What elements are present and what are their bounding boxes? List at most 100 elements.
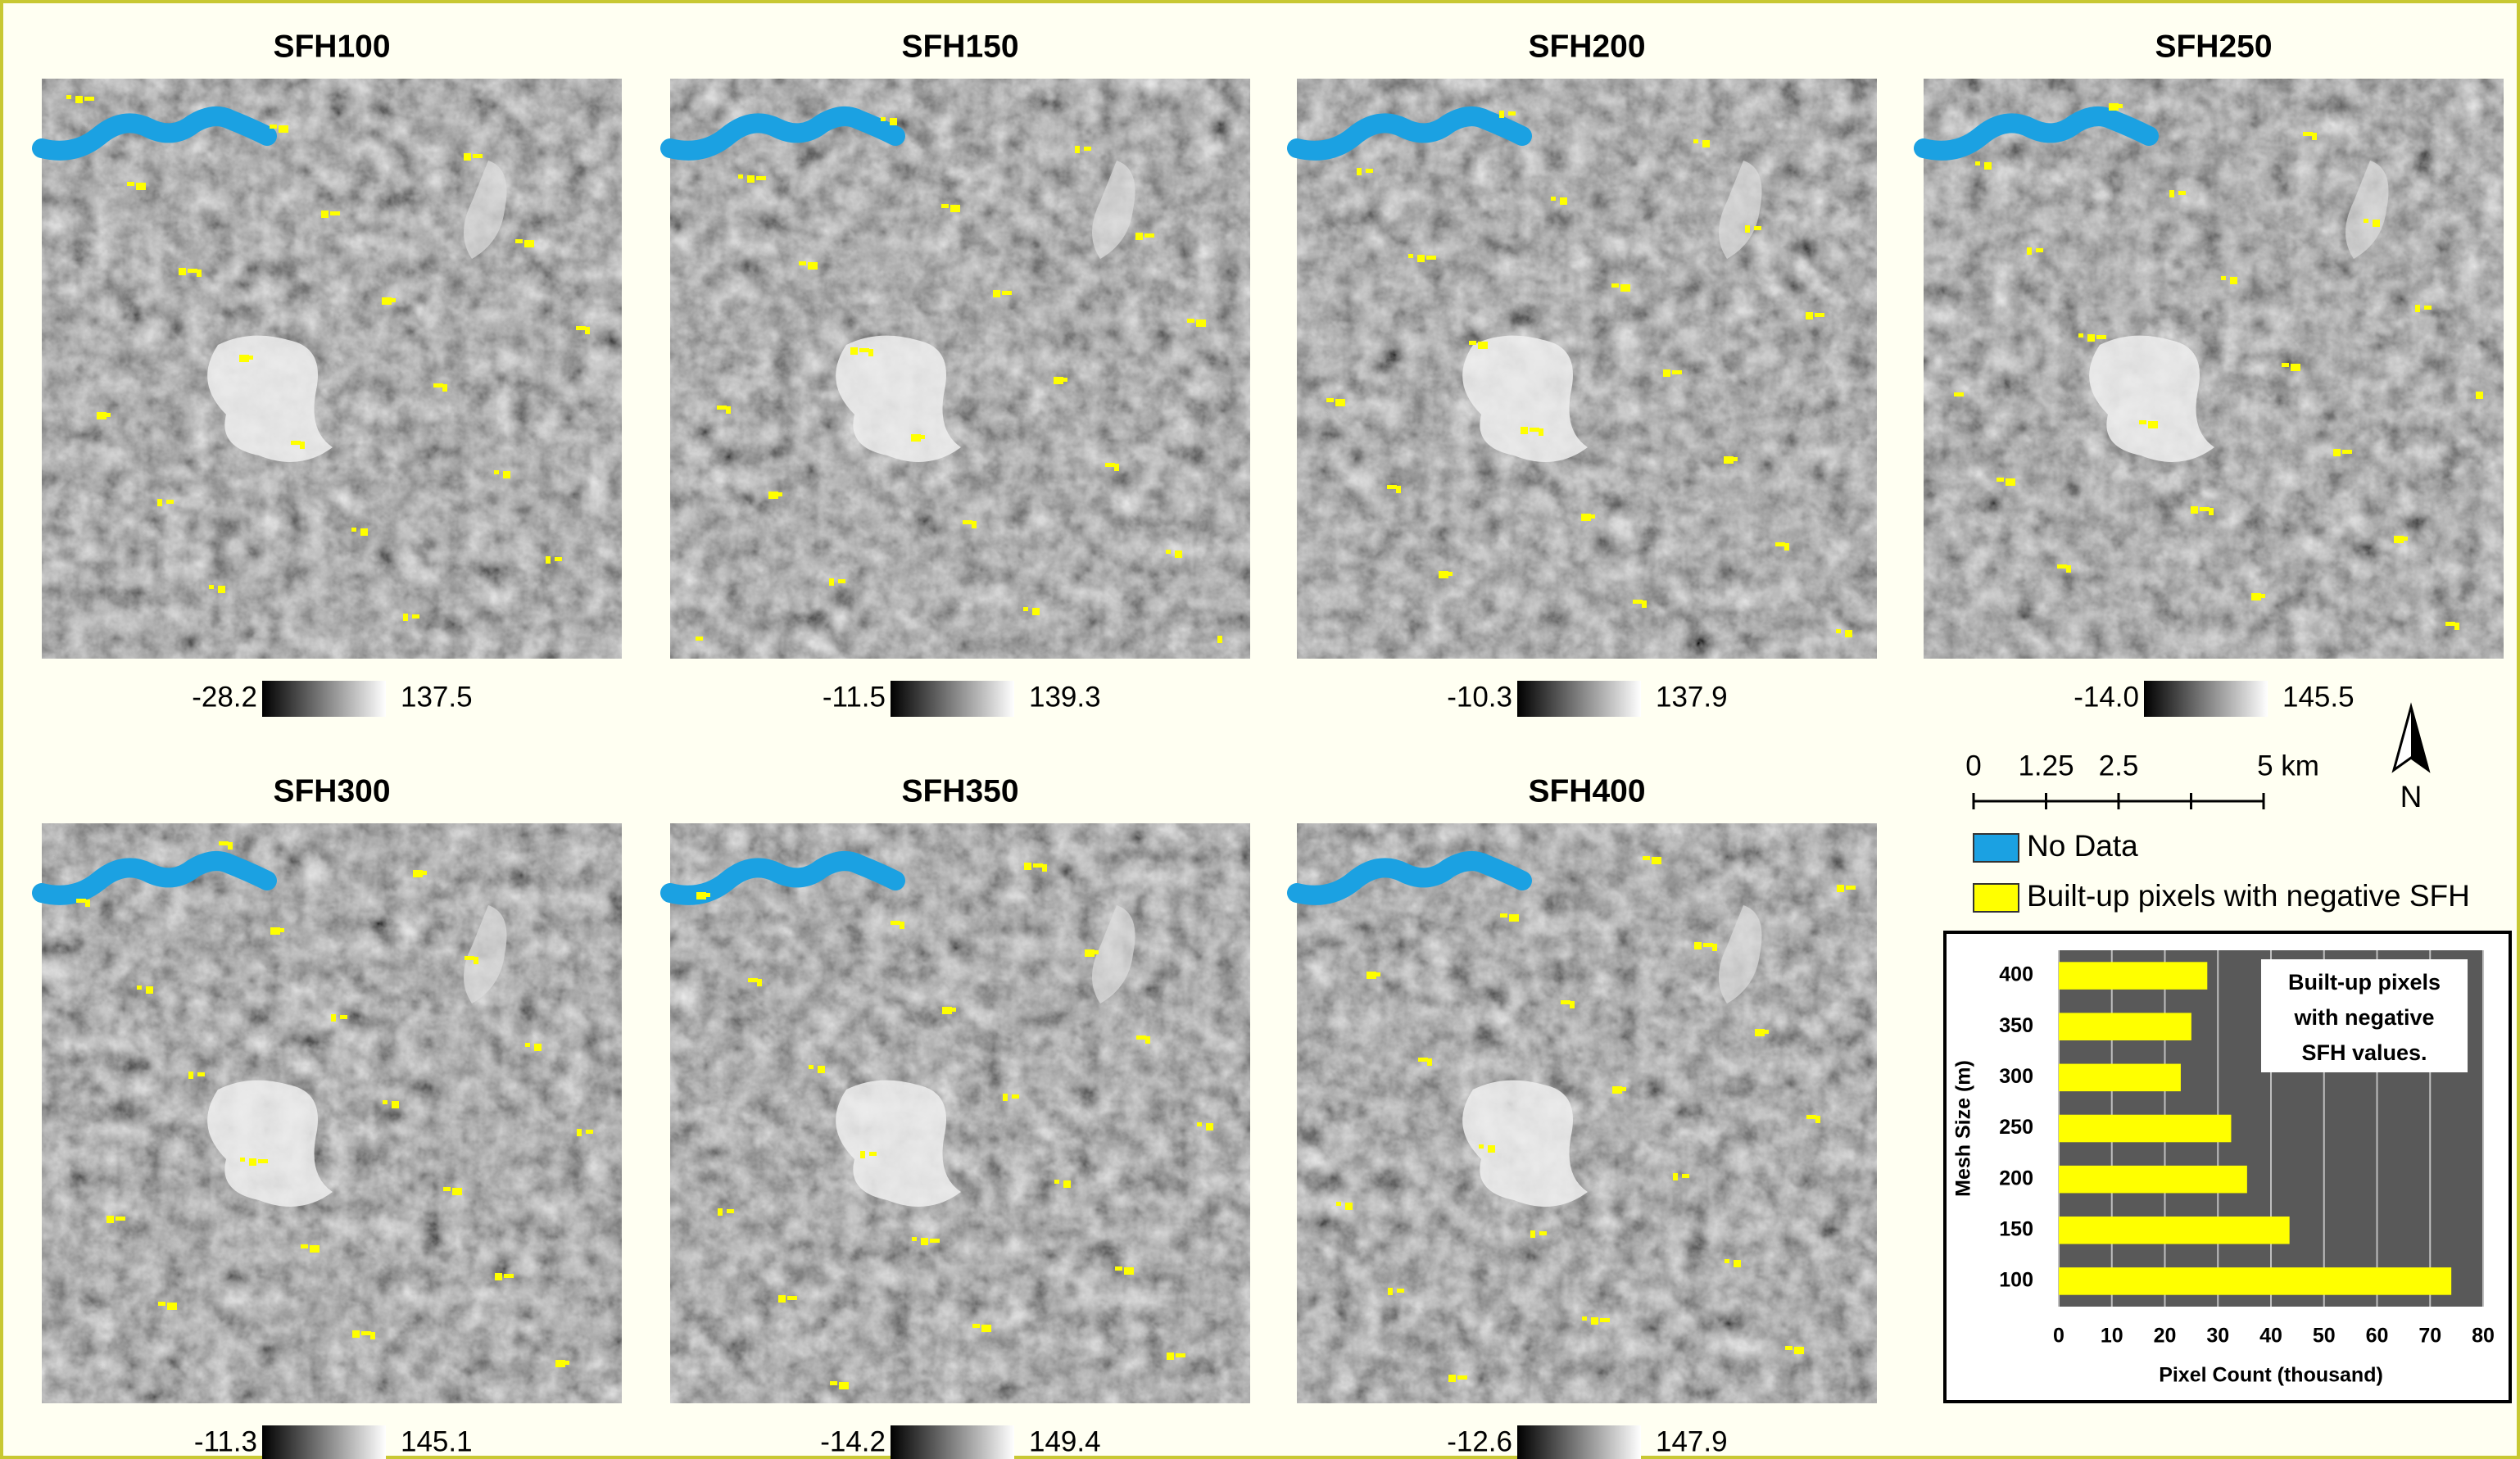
speckle (2394, 536, 2404, 543)
speckle (555, 557, 562, 561)
speckle (2078, 333, 2083, 338)
speckle (1845, 630, 1852, 637)
speckle (2109, 103, 2119, 111)
panel-title: SFH400 (1528, 773, 1645, 809)
y-tick-label: 150 (1999, 1217, 2033, 1240)
speckle (2027, 247, 2032, 255)
speckle (249, 1158, 256, 1166)
colorbar-max: 137.5 (401, 681, 473, 713)
speckle (2139, 420, 2146, 424)
speckle (1002, 291, 1012, 295)
speckle (2230, 277, 2237, 284)
speckle (1457, 1375, 1467, 1380)
speckle (1032, 608, 1040, 615)
map-texture (1297, 823, 1877, 1403)
colorbar-min: -28.2 (192, 681, 257, 713)
speckle (868, 349, 873, 356)
speckle (1551, 197, 1556, 201)
speckle (270, 927, 280, 935)
speckle (2006, 478, 2015, 486)
x-axis-title: Pixel Count (thousand) (2159, 1364, 2383, 1387)
scale-label: 2.5 (2099, 750, 2139, 782)
speckle (705, 893, 710, 897)
speckle (1815, 313, 1824, 317)
bar (2059, 962, 2207, 990)
colorbar-min: -11.3 (194, 1425, 257, 1457)
speckle (1581, 514, 1591, 521)
speckle (860, 1151, 865, 1158)
speckle (1643, 856, 1650, 860)
speckle (197, 270, 202, 277)
speckle (1815, 1116, 1820, 1123)
panel-title: SFH200 (1528, 29, 1645, 64)
speckle (1387, 485, 1397, 489)
x-tick-label: 60 (2366, 1325, 2389, 1348)
speckle (1672, 370, 1682, 374)
x-tick-label: 40 (2259, 1325, 2282, 1348)
speckle (534, 1044, 542, 1051)
speckle (1582, 1316, 1587, 1321)
x-tick-label: 30 (2206, 1325, 2229, 1348)
x-tick-label: 70 (2418, 1325, 2441, 1348)
speckle (1591, 1317, 1598, 1325)
map-texture (1924, 79, 2504, 659)
y-axis-title: Mesh Size (m) (1952, 1060, 1975, 1197)
speckle (157, 499, 162, 506)
speckle (361, 1331, 371, 1335)
speckle (1063, 378, 1067, 382)
speckle (330, 211, 340, 215)
map-texture (42, 823, 622, 1403)
speckle (166, 500, 174, 504)
speckle (84, 97, 94, 101)
speckle (2169, 190, 2174, 197)
speckle (301, 1244, 308, 1248)
speckle (912, 1237, 917, 1241)
speckle (2282, 363, 2289, 367)
speckle (2178, 191, 2186, 195)
bar (2059, 1267, 2451, 1295)
speckle (1975, 161, 1980, 165)
speckle (981, 1325, 991, 1332)
speckle (116, 1217, 125, 1221)
speckle (1734, 1260, 1741, 1267)
speckle (1530, 428, 1539, 432)
speckle (1003, 1094, 1008, 1101)
colorbar-min: -10.3 (1447, 681, 1512, 713)
speckle (808, 262, 818, 270)
speckle (97, 412, 107, 419)
speckle (146, 986, 153, 994)
speckle (1418, 1058, 1428, 1062)
speckle (577, 1129, 582, 1136)
speckle (473, 154, 483, 158)
speckle (495, 1273, 502, 1280)
speckle (881, 117, 886, 121)
speckle (1570, 1001, 1575, 1008)
speckle (2066, 565, 2071, 573)
speckle (300, 442, 305, 449)
speckle (1175, 551, 1182, 558)
speckle (930, 1239, 940, 1243)
speckle (412, 614, 419, 618)
speckle (1775, 542, 1785, 546)
speckle (869, 1152, 877, 1156)
speckle (1366, 169, 1373, 173)
speckle (1448, 1375, 1456, 1382)
speckle (1042, 864, 1047, 872)
bar (2059, 1064, 2181, 1092)
speckle (951, 1008, 956, 1012)
speckle (2148, 421, 2158, 428)
scale-label: 5 km (2257, 750, 2319, 782)
colorbar (262, 681, 386, 717)
speckle (2403, 537, 2408, 541)
speckle (2312, 133, 2317, 140)
speckle (1702, 140, 1710, 147)
speckle (279, 125, 288, 133)
speckle (799, 261, 806, 265)
colorbar (1517, 1425, 1641, 1459)
speckle (1539, 428, 1543, 436)
colorbar (262, 1425, 386, 1459)
speckle (2364, 219, 2368, 223)
speckle (1663, 369, 1670, 377)
panel-title: SFH150 (901, 29, 1018, 64)
speckle (941, 204, 949, 208)
